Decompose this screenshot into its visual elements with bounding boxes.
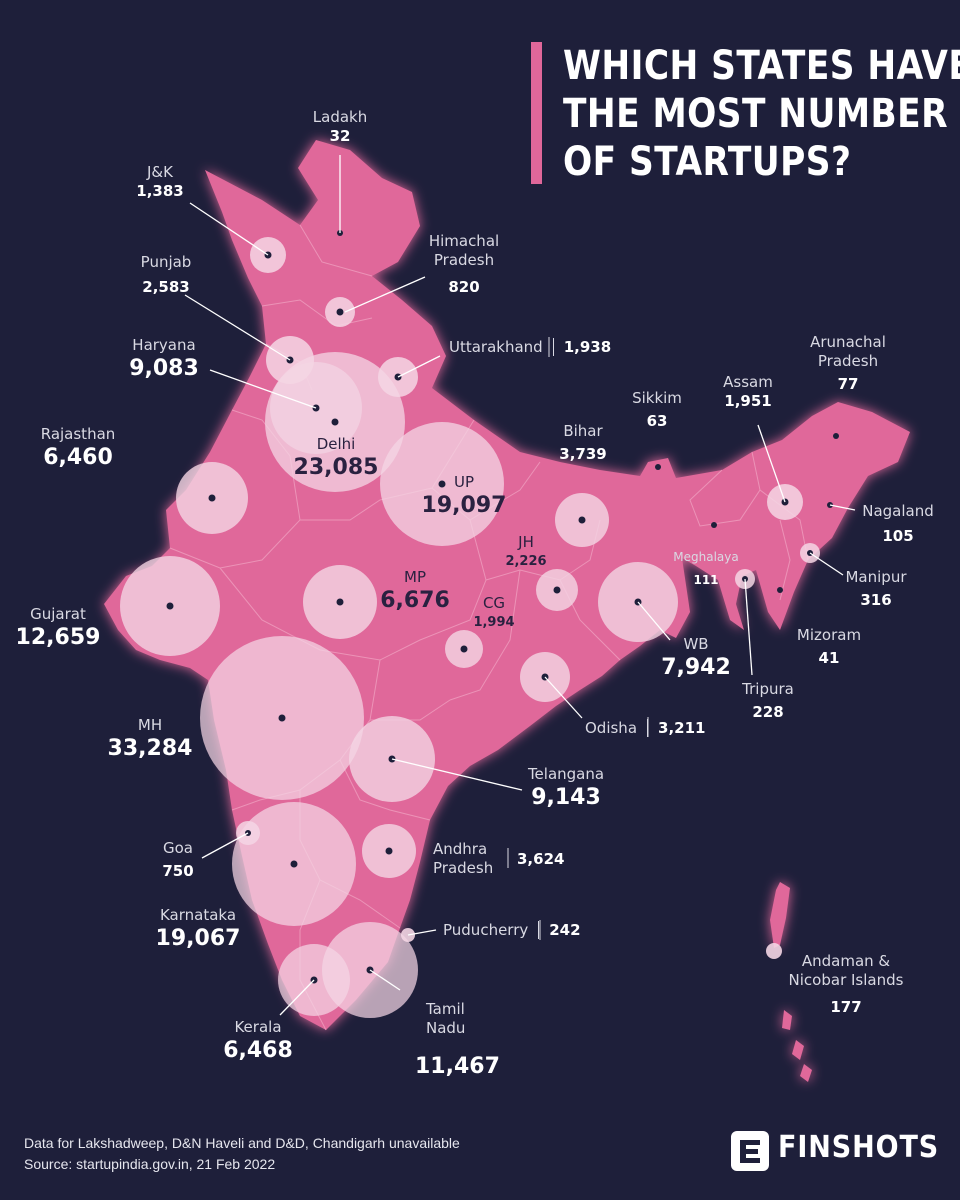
label-andhra-value: 3,624 [517,850,565,868]
nicobar-island [792,1040,804,1060]
label-jh: JH 2,226 [505,533,547,569]
label-rajasthan: Rajasthan 6,460 [40,425,116,470]
label-bihar: Bihar 3,739 [559,422,607,463]
leader-lines [184,155,856,1016]
label-puducherry: Puducherry 242 [443,921,581,939]
label-jk: J&K 1,383 [136,163,184,200]
label-tamilnadu-value: 11,467 [415,1054,500,1079]
label-odisha: Odisha 3,211 [585,719,706,737]
label-gujarat: Gujarat 12,659 [15,605,101,650]
andaman-island [770,882,790,948]
label-cg: CG 1,994 [473,594,515,630]
state-dots [166,230,839,984]
label-sikkim: Sikkim 63 [632,389,682,430]
label-tripura: Tripura 228 [742,680,794,721]
label-karnataka: Karnataka 19,067 [155,906,241,951]
label-mizoram: Mizoram 41 [796,626,862,667]
brand-name: FINSHOTS [778,1130,940,1165]
label-kerala: Kerala 6,468 [223,1018,293,1063]
label-tamilnadu: Tamil Nadu [426,1000,466,1037]
mainland-shape [104,140,910,1030]
label-ladakh: Ladakh 32 [312,108,368,145]
title-line-3: OF STARTUPS? [563,139,852,185]
label-mp: MP 6,676 [380,568,450,613]
footer-note: Data for Lakshadweep, D&N Haveli and D&D… [24,1135,460,1151]
label-assam: Assam 1,951 [723,373,773,410]
footer-source: Source: startupindia.gov.in, 21 Feb 2022 [24,1156,276,1172]
inline-separators [507,337,649,940]
label-arunachal: Arunachal Pradesh 77 [810,333,886,393]
nicobar-island [800,1064,812,1082]
label-meghalaya: Meghalaya 111 [673,550,739,587]
title-line-2: THE MOST NUMBER [563,91,949,137]
label-telangana: Telangana 9,143 [527,765,605,810]
label-himachal: Himachal Pradesh 820 [428,232,500,296]
label-andhra: Andhra Pradesh [433,840,494,877]
label-up: UP 19,097 [421,473,507,518]
label-punjab: Punjab 2,583 [140,253,192,296]
label-manipur: Manipur 316 [845,568,907,609]
label-mh: MH 33,284 [107,716,193,761]
label-goa: Goa 750 [162,839,194,880]
label-haryana: Haryana 9,083 [129,336,199,381]
bubble-andaman [766,943,782,959]
title-accent-bar [531,42,542,184]
label-wb: WB 7,942 [661,635,731,680]
nicobar-island [782,1010,792,1030]
title-line-1: WHICH STATES HAVE [563,43,960,89]
finshots-logo-icon [731,1131,769,1171]
label-delhi: Delhi 23,085 [293,435,379,480]
label-andaman: Andaman & Nicobar Islands 177 [788,952,904,1016]
label-nagaland: Nagaland 105 [862,502,934,545]
label-uttarakhand: Uttarakhand 1,938 [449,338,612,356]
